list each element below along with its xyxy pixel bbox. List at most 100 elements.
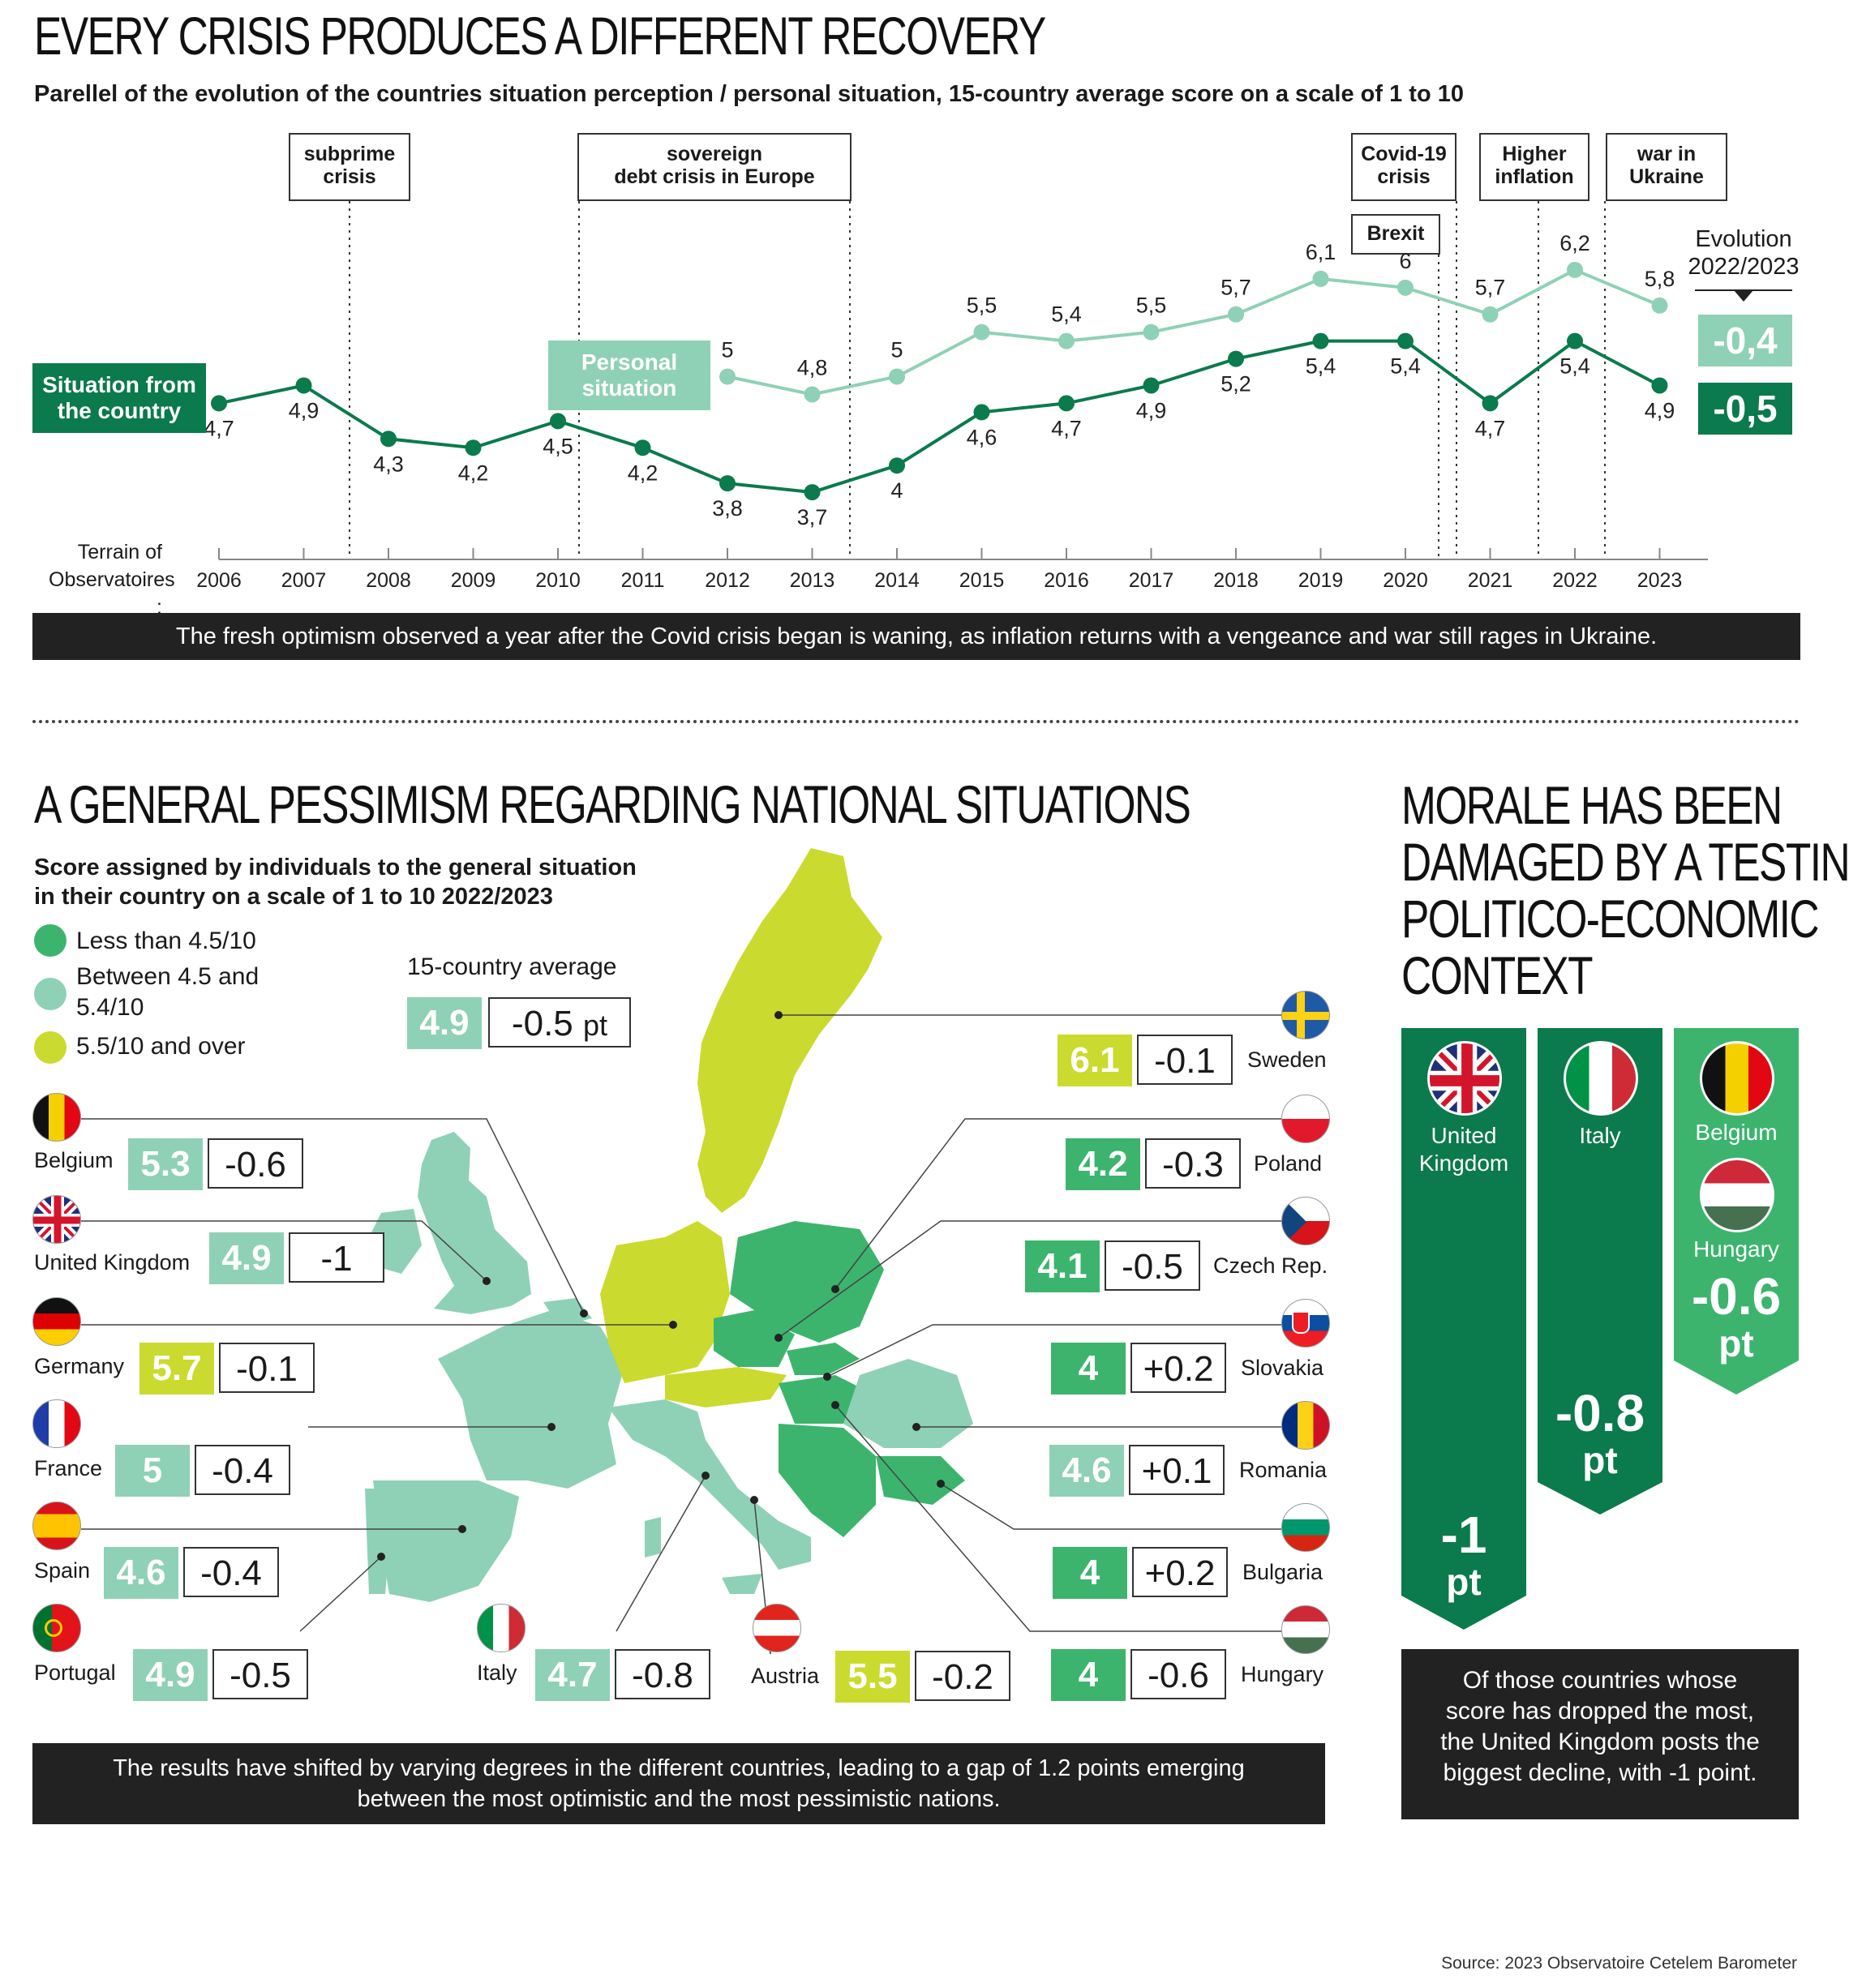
map-france <box>438 1310 624 1489</box>
data-point <box>1143 377 1160 394</box>
section-divider <box>32 720 1800 723</box>
legend-label-high: 5.5/10 and over <box>76 1033 246 1060</box>
delta-france: -0.4 <box>195 1445 290 1495</box>
score-austria: 5.5 <box>835 1651 910 1703</box>
data-label: 3,8 <box>712 496 743 521</box>
delta-romania: +0.1 <box>1129 1445 1225 1495</box>
morale-note-line: biggest decline, with -1 point. <box>1443 1759 1757 1786</box>
hungary-flag-icon <box>1281 1605 1330 1654</box>
data-label: 4,9 <box>289 398 320 422</box>
romania-flag-icon <box>1281 1401 1330 1450</box>
legend-dot-mid <box>34 978 66 1010</box>
top-title: EVERY CRISIS PRODUCES A DIFFERENT RECOVE… <box>34 6 1046 66</box>
series-label-text: situation <box>581 375 677 401</box>
data-point <box>719 368 736 385</box>
legend-label-low: Less than 4.5/10 <box>76 928 256 954</box>
morale-arrows <box>1401 1028 1799 1630</box>
x-tick-label: 2010 <box>535 569 581 592</box>
data-label: 4,7 <box>204 416 234 440</box>
delta-spain: -0.4 <box>183 1547 279 1597</box>
map-austria <box>665 1367 787 1407</box>
data-label: 5,2 <box>1221 372 1251 396</box>
average-score: 4.9 <box>407 997 482 1049</box>
x-tick-label: 2014 <box>874 569 920 592</box>
x-tick-label: 2023 <box>1637 569 1683 592</box>
morale-value: -1 <box>1440 1506 1487 1564</box>
data-point <box>1651 297 1668 314</box>
leader-lines <box>81 1011 1281 1655</box>
morale-title-line: MORALE HAS BEEN <box>1401 775 1783 835</box>
axis-label-line: Terrain of <box>77 541 162 563</box>
country-name-belgium: Belgium <box>34 1148 114 1172</box>
score-belgium: 5.3 <box>128 1138 203 1190</box>
slovakia-flag-icon <box>1281 1299 1330 1347</box>
x-tick-label: 2006 <box>196 569 242 592</box>
delta-sweden: -0.1 <box>1137 1035 1233 1085</box>
morale-country-line: Kingdom <box>1418 1150 1509 1176</box>
belgium-flag-icon <box>1700 1041 1774 1116</box>
data-label: 4,8 <box>797 355 828 379</box>
event-label: debt crisis in Europe <box>614 165 815 188</box>
x-tick-label: 2019 <box>1298 569 1344 592</box>
country-name-romania: Romania <box>1239 1458 1328 1482</box>
legend-label-mid: Between 4.5 and 5.4/10 <box>76 962 259 1023</box>
x-tick-label: 2012 <box>705 569 750 592</box>
delta-slovakia: +0.2 <box>1130 1343 1226 1393</box>
x-tick-label: 2017 <box>1129 569 1174 592</box>
morale-uk-country: United Kingdom <box>1401 1122 1526 1177</box>
map-band-line: The results have shifted by varying degr… <box>113 1755 1245 1781</box>
map-slovakia <box>787 1343 860 1375</box>
delta-hungary: -0.6 <box>1130 1649 1226 1699</box>
axis-label: Terrain of Observatoires : <box>49 538 175 621</box>
country-name-bulgaria: Bulgaria <box>1242 1560 1323 1584</box>
data-point <box>1567 332 1583 349</box>
map-subtitle: Score assigned by individuals to the gen… <box>34 853 637 911</box>
score-portugal: 4.9 <box>133 1649 208 1701</box>
morale-unit: pt <box>1582 1439 1618 1481</box>
event-label: inflation <box>1495 165 1574 188</box>
data-point <box>1228 350 1244 367</box>
country-name-poland: Poland <box>1254 1151 1323 1176</box>
data-label: 5,7 <box>1475 276 1506 300</box>
morale-italy-value: -0.8 pt <box>1538 1386 1662 1480</box>
average-label: 15-country average <box>407 953 617 980</box>
czech-flag-icon <box>1281 1197 1330 1245</box>
average-delta-value: -0.5 <box>511 1004 573 1043</box>
evolution-label-line: Evolution <box>1695 226 1792 252</box>
series-label-text: the country <box>57 398 182 423</box>
country-name-uk: United Kingdom <box>34 1250 191 1275</box>
morale-unit: pt <box>1718 1322 1754 1365</box>
average-delta: -0.5 pt <box>488 997 631 1048</box>
austria-flag-icon <box>753 1604 801 1652</box>
data-label: 3,7 <box>797 505 828 529</box>
event-label: crisis <box>1377 165 1431 188</box>
map-portugal <box>365 1489 389 1594</box>
map-sicily <box>722 1574 762 1594</box>
map-poland <box>730 1221 884 1343</box>
x-tick-label: 2009 <box>451 569 496 592</box>
evolution-label: Evolution 2022/2023 <box>1679 225 1808 281</box>
x-tick-label: 2020 <box>1383 569 1428 592</box>
data-point <box>973 323 990 341</box>
data-label: 5,4 <box>1051 302 1082 327</box>
score-germany: 5.7 <box>139 1343 214 1395</box>
data-label: 4,7 <box>1051 416 1082 440</box>
x-tick-label: 2016 <box>1044 569 1089 592</box>
event-subprime: subprime crisis <box>289 133 410 201</box>
data-point <box>804 386 821 403</box>
country-name-spain: Spain <box>34 1558 91 1583</box>
event-label: Ukraine <box>1629 165 1704 188</box>
morale-unit: pt <box>1446 1561 1482 1603</box>
evolution-label-line: 2022/2023 <box>1688 254 1800 280</box>
x-ticks: 2006 2007 2008 2009 2010 2011 2012 2013 2014 2015… <box>196 548 1682 592</box>
bulgaria-flag-icon <box>1281 1503 1330 1552</box>
score-italy: 4.7 <box>535 1649 610 1701</box>
score-sweden: 6.1 <box>1057 1035 1132 1086</box>
score-uk: 4.9 <box>209 1232 284 1284</box>
score-romania: 4.6 <box>1049 1445 1124 1497</box>
score-slovakia: 4 <box>1051 1343 1126 1395</box>
data-label: 5,4 <box>1559 354 1590 379</box>
event-label: crisis <box>323 165 376 188</box>
legend-label-line: Between 4.5 and <box>76 963 260 990</box>
series-line-1 <box>727 268 1661 396</box>
